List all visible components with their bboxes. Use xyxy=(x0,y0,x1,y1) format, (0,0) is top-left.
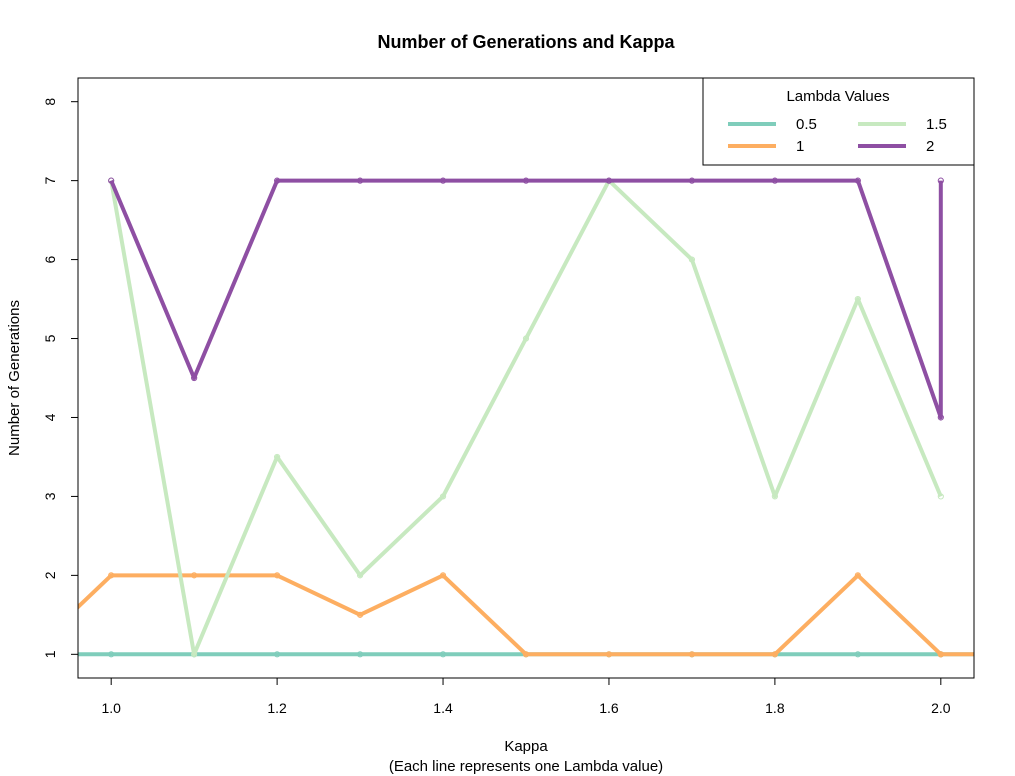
legend-label-0.5: 0.5 xyxy=(796,116,817,133)
series-point-1.5 xyxy=(688,256,696,263)
series-point-2 xyxy=(108,177,115,184)
legend-label-1.5: 1.5 xyxy=(926,116,947,133)
series-point-1 xyxy=(937,651,944,658)
series-point-1.5 xyxy=(356,572,364,579)
x-tick-label: 1.8 xyxy=(765,700,785,716)
series-point-2 xyxy=(522,177,530,184)
series-point-1.5 xyxy=(937,493,944,500)
series-point-1 xyxy=(771,651,778,658)
y-tick-label: 4 xyxy=(42,413,58,421)
series-line-1.5 xyxy=(109,178,943,657)
y-axis-label: Number of Generations xyxy=(6,300,23,456)
series-point-0.5 xyxy=(356,651,364,658)
series-point-1.5 xyxy=(854,295,861,303)
x-tick-label: 1.0 xyxy=(101,700,121,716)
series-line-2 xyxy=(109,178,943,420)
legend-label-1: 1 xyxy=(796,138,804,155)
chart-title: Number of Generations and Kappa xyxy=(377,32,675,52)
series-layer xyxy=(78,177,974,658)
legend-title: Lambda Values xyxy=(786,88,889,105)
x-tick-label: 1.4 xyxy=(433,700,453,716)
series-point-0.5 xyxy=(854,651,861,658)
x-tick-label: 2.0 xyxy=(931,700,951,716)
series-point-1 xyxy=(522,651,530,658)
series-point-1 xyxy=(688,651,696,658)
series-point-1 xyxy=(854,572,861,579)
series-point-1 xyxy=(108,572,115,579)
y-tick-label: 8 xyxy=(42,98,58,106)
plot-frame xyxy=(77,77,975,679)
y-tick-label: 1 xyxy=(42,650,58,658)
series-point-1.5 xyxy=(274,453,281,461)
x-axis-sublabel: (Each line represents one Lambda value) xyxy=(389,758,663,775)
series-point-2 xyxy=(771,177,778,184)
x-tick-label: 1.2 xyxy=(267,700,287,716)
x-tick-label: 1.6 xyxy=(599,700,619,716)
series-point-1.5 xyxy=(771,493,778,500)
y-tick-label: 5 xyxy=(42,334,58,342)
y-tick-label: 7 xyxy=(42,177,58,185)
y-tick-label: 2 xyxy=(42,571,58,579)
series-line-1 xyxy=(78,573,974,657)
legend-box xyxy=(702,77,975,166)
series-point-1.5 xyxy=(439,493,447,500)
y-axis: 1 2 3 4 5 6 7 8 xyxy=(42,98,78,658)
x-axis: 1.0 1.2 1.4 1.6 1.8 2.0 xyxy=(101,678,951,716)
legend-label-2: 2 xyxy=(926,138,934,155)
series-point-1 xyxy=(274,572,281,579)
series-point-1 xyxy=(605,651,613,658)
series-point-1.5 xyxy=(522,335,530,342)
series-point-1 xyxy=(356,611,364,618)
series-point-2 xyxy=(605,177,613,184)
series-point-2 xyxy=(356,177,364,184)
series-point-0.5 xyxy=(108,651,115,658)
series-point-2 xyxy=(191,374,198,382)
series-point-2 xyxy=(688,177,696,184)
y-tick-label: 3 xyxy=(42,492,58,500)
series-point-1 xyxy=(191,572,198,579)
series-point-2 xyxy=(937,177,944,184)
series-point-1.5 xyxy=(191,651,198,658)
series-point-2 xyxy=(937,414,944,421)
series-point-0.5 xyxy=(274,651,281,658)
series-point-0.5 xyxy=(439,651,447,658)
series-point-2 xyxy=(854,177,861,184)
series-point-2 xyxy=(274,177,281,184)
series-point-1 xyxy=(439,572,447,579)
y-tick-label: 6 xyxy=(42,255,58,263)
x-axis-label: Kappa xyxy=(504,738,548,755)
legend: Lambda Values 0.5 1 1.5 2 xyxy=(702,77,975,166)
series-point-2 xyxy=(439,177,447,184)
